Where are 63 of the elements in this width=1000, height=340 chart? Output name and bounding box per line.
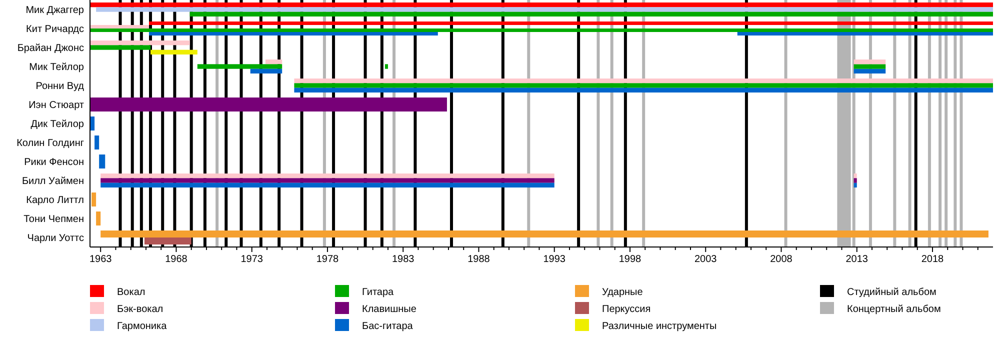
y-tick-label: Брайан Джонс — [17, 43, 84, 54]
x-tick-label: 2013 — [846, 254, 868, 265]
legend-label: Бас-гитара — [362, 321, 414, 332]
y-tick-label: Чарли Уоттс — [27, 233, 84, 244]
bar — [854, 68, 886, 74]
bar — [384, 64, 388, 69]
bar — [150, 50, 198, 54]
bar — [294, 88, 993, 92]
bar — [96, 212, 101, 226]
bar — [148, 22, 993, 25]
legend-label: Бэк-вокал — [117, 304, 164, 315]
y-tick-label: Ронни Вуд — [36, 81, 84, 92]
x-tick-label: 2018 — [921, 254, 944, 265]
bar — [265, 60, 282, 64]
x-tick-label: 1988 — [468, 254, 490, 265]
bar — [148, 32, 438, 36]
bar — [854, 174, 857, 178]
legend-label: Гитара — [362, 287, 394, 298]
x-tick-label: 1963 — [89, 254, 112, 265]
x-tick-label: 1973 — [240, 254, 264, 265]
bar — [294, 78, 993, 84]
y-tick-label: Карло Литтл — [26, 195, 84, 206]
bar — [294, 83, 993, 88]
bar — [144, 238, 192, 244]
bar — [100, 182, 554, 188]
legend-label: Вокал — [117, 287, 146, 298]
y-tick-label: Мик Джаггер — [26, 5, 84, 16]
legend-label: Ударные — [602, 287, 644, 298]
y-tick-label: Колин Голдинг — [16, 138, 84, 149]
bar — [854, 178, 857, 183]
x-tick-label: 1993 — [543, 254, 566, 265]
y-tick-label: Рики Фенсон — [24, 157, 84, 168]
x-tick-label: 1968 — [165, 254, 188, 265]
bar — [90, 45, 151, 50]
x-tick-label: 2003 — [694, 254, 718, 265]
bar — [90, 28, 993, 32]
bar — [92, 192, 96, 206]
y-tick-label: Иэн Стюарт — [28, 100, 84, 111]
bar — [250, 68, 282, 74]
bar — [854, 182, 857, 188]
bar — [854, 60, 886, 64]
y-tick-label: Дик Тейлор — [30, 119, 84, 130]
bar — [96, 7, 993, 12]
y-tick-label: Билл Уаймен — [22, 176, 84, 187]
bar — [100, 174, 554, 178]
y-tick-label: Кит Ричардс — [26, 24, 84, 35]
bar — [90, 40, 190, 46]
bar — [197, 64, 282, 69]
x-tick-label: 1978 — [316, 254, 340, 265]
x-tick-label: 1983 — [392, 254, 415, 265]
bar — [90, 2, 993, 8]
legend-label: Перкуссия — [602, 304, 651, 315]
y-tick-label: Мик Тейлор — [29, 62, 84, 73]
bar — [737, 32, 993, 36]
legend-label: Концертный альбом — [847, 304, 941, 315]
x-tick-label: 2008 — [770, 254, 793, 265]
legend-label: Студийный альбом — [847, 287, 937, 298]
bar — [854, 64, 886, 69]
y-tick-label: Тони Чепмен — [24, 214, 84, 225]
legend-label: Различные инструменты — [602, 321, 717, 332]
x-tick-label: 1998 — [618, 254, 642, 265]
legend-label: Гармоника — [117, 321, 168, 332]
legend-label: Клавишные — [362, 304, 417, 315]
